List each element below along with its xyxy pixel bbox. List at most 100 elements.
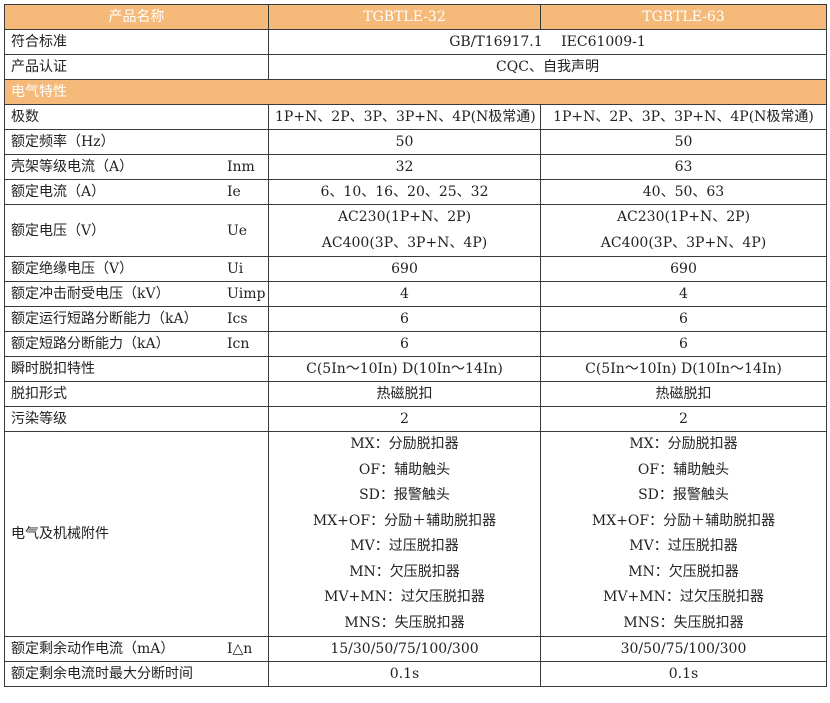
- row-label: 额定绝缘电压（V）: [11, 261, 134, 277]
- value-line: 0.1s: [668, 666, 699, 682]
- table-row: 极数 1P+N、2P、3P、3P+N、4P(N极常通) 1P+N、2P、3P、3P+…: [4, 104, 827, 130]
- value-line: 2: [400, 411, 409, 427]
- row-label: 额定电压（V）: [11, 222, 106, 239]
- value-line: 4: [679, 286, 688, 302]
- value-line: 1P+N、2P、3P、3P+N、4P(N极常通): [553, 109, 814, 125]
- value-model-32: 2: [268, 406, 541, 432]
- standard-row: 符合标准 GB/T16917.1 IEC61009-1: [4, 29, 827, 55]
- value-model-32: 50: [268, 129, 541, 155]
- value-model-32: 1P+N、2P、3P、3P+N、4P(N极常通): [268, 104, 541, 130]
- value-line: 63: [674, 159, 693, 175]
- table-row: 电气及机械附件 MX：分励脱扣器 OF：辅助触头 SD：报警触头 MX+OF：分励＋辅助…: [4, 431, 827, 637]
- row-symbol: Ics: [227, 311, 248, 327]
- value-line: MV+MN：过欠压脱扣器: [324, 589, 485, 605]
- value-line: 热磁脱扣: [655, 386, 712, 402]
- value-model-63: 690: [540, 256, 827, 282]
- table-row: 额定冲击耐受电压（kV） Uimp 4 4: [4, 281, 827, 307]
- value-model-32: MX：分励脱扣器 OF：辅助触头 SD：报警触头 MX+OF：分励＋辅助脱扣器 MV：过…: [268, 431, 541, 637]
- header-row: 产品名称 TGBTLE-32 TGBTLE-63: [4, 4, 827, 30]
- value-line: MNS：失压脱扣器: [344, 614, 465, 631]
- value-line: 15/30/50/75/100/300: [330, 641, 479, 657]
- spec-table: 产品名称 TGBTLE-32 TGBTLE-63 符合标准 GB/T16917.…: [4, 4, 827, 687]
- row-symbol: Ui: [227, 261, 244, 277]
- value-model-63: 2: [540, 406, 827, 432]
- value-line: 4: [400, 286, 409, 302]
- row-label: 符合标准: [4, 29, 269, 55]
- value-line: MX：分励脱扣器: [350, 436, 459, 452]
- value-line: C(5In～10In) D(10In～14In): [585, 361, 782, 377]
- value-model-63: 4: [540, 281, 827, 307]
- row-label: 产品认证: [4, 54, 269, 80]
- value-line: 2: [679, 411, 688, 427]
- header-label: 产品名称: [4, 4, 269, 30]
- row-label-cell: 瞬时脱扣特性: [4, 356, 269, 382]
- table-row: 额定频率（Hz） 50 50: [4, 129, 827, 155]
- value-line: AC230(1P+N、2P): [337, 209, 472, 225]
- value-model-63: 63: [540, 154, 827, 180]
- value-model-32: 0.1s: [268, 661, 541, 687]
- value-line: 6: [400, 311, 409, 327]
- certification-value: CQC、自我声明: [268, 54, 827, 80]
- value-line: 50: [395, 134, 414, 150]
- row-label-cell: 壳架等级电流（A） Inm: [4, 154, 269, 180]
- row-label-cell: 极数: [4, 104, 269, 130]
- value-line: 30/50/75/100/300: [620, 641, 747, 657]
- row-label-cell: 额定频率（Hz）: [4, 129, 269, 155]
- row-label-cell: 脱扣形式: [4, 381, 269, 407]
- table-row: 额定电流（A） Ie 6、10、16、20、25、32 40、50、63: [4, 179, 827, 205]
- row-label-cell: 额定绝缘电压（V） Ui: [4, 256, 269, 282]
- row-symbol: I△n: [227, 641, 253, 657]
- table-row: 额定运行短路分断能力（kA） Ics 6 6: [4, 306, 827, 332]
- value-line: MV+MN：过欠压脱扣器: [603, 589, 764, 605]
- row-label-cell: 额定剩余动作电流（mA） I△n: [4, 636, 269, 662]
- row-symbol: Icn: [227, 336, 250, 352]
- value-line: SD：报警触头: [638, 487, 729, 503]
- value-model-63: 0.1s: [540, 661, 827, 687]
- value-line: MX：分励脱扣器: [629, 436, 738, 452]
- value-model-32: AC230(1P+N、2P) AC400(3P、3P+N、4P): [268, 204, 541, 257]
- value-model-32: 32: [268, 154, 541, 180]
- value-line: 50: [674, 134, 693, 150]
- value-line: AC400(3P、3P+N、4P): [600, 234, 767, 251]
- value-model-32: C(5In～10In) D(10In～14In): [268, 356, 541, 382]
- value-line: OF：辅助触头: [358, 461, 451, 478]
- row-label-cell: 额定运行短路分断能力（kA） Ics: [4, 306, 269, 332]
- value-model-32: 4: [268, 281, 541, 307]
- value-line: MX+OF：分励＋辅助脱扣器: [591, 512, 776, 529]
- value-line: 40、50、63: [642, 184, 725, 200]
- value-line: MV：过压脱扣器: [350, 538, 459, 554]
- header-model-63: TGBTLE-63: [540, 4, 827, 30]
- value-model-63: 6: [540, 306, 827, 332]
- table-row: 壳架等级电流（A） Inm 32 63: [4, 154, 827, 180]
- row-label: 电气及机械附件: [11, 526, 109, 542]
- row-label-cell: 额定冲击耐受电压（kV） Uimp: [4, 281, 269, 307]
- table-row: 瞬时脱扣特性 C(5In～10In) D(10In～14In) C(5In～10In…: [4, 356, 827, 382]
- row-label-cell: 额定剩余电流时最大分断时间: [4, 661, 269, 687]
- value-line: 32: [395, 159, 414, 175]
- value-line: 6: [400, 336, 409, 352]
- row-label: 额定剩余动作电流（mA）: [11, 641, 175, 657]
- value-line: MN：欠压脱扣器: [349, 563, 460, 580]
- table-row: 额定剩余动作电流（mA） I△n 15/30/50/75/100/300 30/50/…: [4, 636, 827, 662]
- row-symbol: Inm: [227, 159, 255, 175]
- value-model-32: 热磁脱扣: [268, 381, 541, 407]
- value-model-32: 690: [268, 256, 541, 282]
- value-line: 6: [679, 336, 688, 352]
- row-symbol: Uimp: [227, 286, 266, 302]
- value-line: 690: [670, 261, 697, 277]
- row-label: 额定短路分断能力（kA）: [11, 336, 170, 352]
- value-line: C(5In～10In) D(10In～14In): [306, 361, 503, 377]
- row-label-cell: 额定电压（V） Ue: [4, 204, 269, 257]
- value-line: SD：报警触头: [359, 487, 450, 503]
- value-line: MV：过压脱扣器: [629, 538, 738, 554]
- value-model-63: 50: [540, 129, 827, 155]
- row-label: 瞬时脱扣特性: [11, 361, 95, 377]
- value-model-63: 1P+N、2P、3P、3P+N、4P(N极常通): [540, 104, 827, 130]
- standard-value: GB/T16917.1 IEC61009-1: [268, 29, 827, 55]
- value-model-63: 30/50/75/100/300: [540, 636, 827, 662]
- table-row: 额定短路分断能力（kA） Icn 6 6: [4, 331, 827, 357]
- value-model-63: 热磁脱扣: [540, 381, 827, 407]
- value-model-63: 6: [540, 331, 827, 357]
- table-row: 额定电压（V） Ue AC230(1P+N、2P) AC400(3P、3P+N、4P)…: [4, 204, 827, 257]
- table-row: 额定绝缘电压（V） Ui 690 690: [4, 256, 827, 282]
